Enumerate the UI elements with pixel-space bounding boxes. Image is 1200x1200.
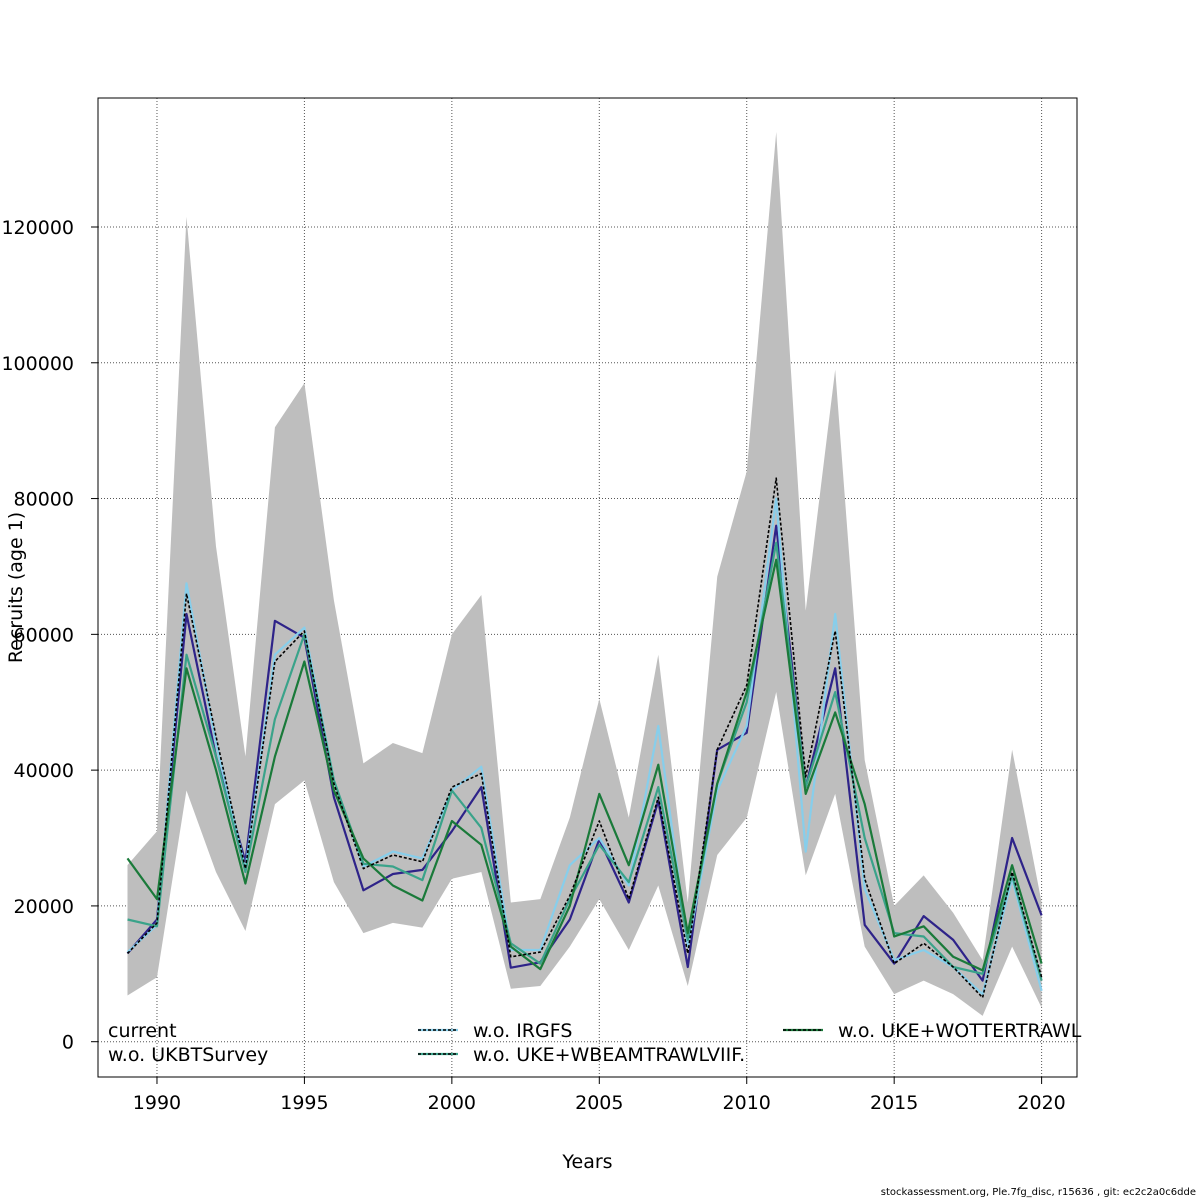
series-line-w-o-uke-wottertrawl (126, 558, 1043, 972)
series-line-w-o-ukbtsurvey (126, 524, 1043, 982)
y-tick-label-40000: 40000 (14, 760, 74, 782)
x-tick-label-2010: 2010 (723, 1092, 771, 1114)
y-tick-label-120000: 120000 (1, 217, 74, 239)
confidence-band (127, 131, 1042, 1016)
series-lines (126, 477, 1043, 999)
legend-label-w-o-uke-wottertrawl: w.o. UKE+WOTTERTRAWL (838, 1020, 1082, 1042)
y-axis-label: Recruits (age 1) (5, 512, 27, 663)
legend-label-current: current (108, 1020, 177, 1042)
x-tick-label-2000: 2000 (428, 1092, 476, 1114)
y-tick-label-60000: 60000 (14, 624, 74, 646)
x-tick-label-1990: 1990 (133, 1092, 181, 1114)
legend-label-w-o-uke-wbeamtrawlviif-: w.o. UKE+WBEAMTRAWLVIIF. (473, 1044, 745, 1066)
series-line-current (126, 477, 1043, 999)
y-tick-label-20000: 20000 (14, 896, 74, 918)
x-tick-label-2015: 2015 (870, 1092, 918, 1114)
y-tick-label-100000: 100000 (1, 353, 74, 375)
legend-label-w-o-ukbtsurvey: w.o. UKBTSurvey (108, 1044, 268, 1066)
confidence-band-area (127, 131, 1042, 1016)
y-tick-label-80000: 80000 (14, 489, 74, 511)
x-tick-label-2005: 2005 (575, 1092, 623, 1114)
plot-frame (97, 97, 1078, 1078)
legend-label-w-o-irgfs: w.o. IRGFS (473, 1020, 572, 1042)
y-tick-label-0: 0 (62, 1032, 74, 1054)
x-tick-label-1995: 1995 (280, 1092, 328, 1114)
x-tick-label-2020: 2020 (1017, 1092, 1065, 1114)
footer-credit: stockassessment.org, Ple.7fg_disc, r1563… (880, 1187, 1196, 1198)
axes: 1990 1995 2000 2005 2010 2015 2020 0 20000 40000 6… (1, 217, 1065, 1114)
x-axis-label: Years (561, 1151, 612, 1173)
